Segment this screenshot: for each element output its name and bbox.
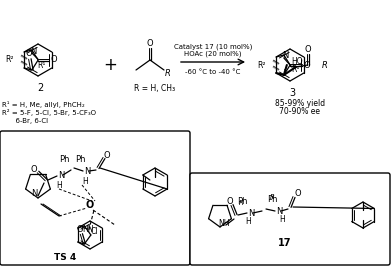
Text: O: O xyxy=(305,45,311,53)
Text: Ph: Ph xyxy=(237,197,247,206)
Text: N: N xyxy=(282,52,288,61)
Text: R: R xyxy=(270,194,274,200)
Text: R: R xyxy=(239,200,243,206)
Text: N: N xyxy=(58,171,64,179)
Text: R¹ = H, Me, allyl, PhCH₂: R¹ = H, Me, allyl, PhCH₂ xyxy=(2,101,85,108)
Text: R: R xyxy=(165,69,171,78)
Text: 17: 17 xyxy=(278,238,292,248)
Text: 85-99% yield: 85-99% yield xyxy=(275,99,325,108)
Text: Ph: Ph xyxy=(75,155,85,163)
Text: N: N xyxy=(84,167,90,175)
Text: TS 4: TS 4 xyxy=(54,253,76,261)
Text: 70-90% ee: 70-90% ee xyxy=(279,107,321,116)
Text: ·: · xyxy=(283,65,287,75)
Text: O: O xyxy=(51,56,58,65)
Text: 3: 3 xyxy=(289,88,295,98)
FancyBboxPatch shape xyxy=(0,131,190,265)
Text: ‖: ‖ xyxy=(272,65,280,71)
Text: N: N xyxy=(31,189,37,198)
Text: HN: HN xyxy=(83,225,94,234)
Text: O: O xyxy=(104,151,110,159)
Text: Catalyst 17 (10 mol%): Catalyst 17 (10 mol%) xyxy=(174,44,252,50)
Text: O: O xyxy=(227,197,233,206)
Text: 2: 2 xyxy=(37,83,43,93)
Text: O: O xyxy=(76,225,83,234)
FancyBboxPatch shape xyxy=(190,173,390,265)
Text: R¹: R¹ xyxy=(292,65,300,74)
Text: N: N xyxy=(248,209,254,218)
Text: O: O xyxy=(295,190,301,198)
Text: +: + xyxy=(103,56,117,74)
Text: O: O xyxy=(25,49,32,58)
Text: O: O xyxy=(304,61,310,69)
Text: Ph: Ph xyxy=(59,155,69,164)
Text: R = H, CH₃: R = H, CH₃ xyxy=(134,84,176,92)
Text: R²: R² xyxy=(5,56,14,65)
Text: R² = 5-F, 5-Cl, 5-Br, 5-CF₃O: R² = 5-F, 5-Cl, 5-Br, 5-CF₃O xyxy=(2,109,96,116)
Text: 6-Br, 6-Cl: 6-Br, 6-Cl xyxy=(2,118,48,124)
Text: H: H xyxy=(245,217,251,226)
Text: Ph: Ph xyxy=(267,194,277,203)
Text: O: O xyxy=(147,38,153,48)
Text: ‖: ‖ xyxy=(20,60,28,66)
Text: -60 °C to -40 °C: -60 °C to -40 °C xyxy=(185,69,241,75)
Text: R: R xyxy=(322,61,328,69)
Text: ‖: ‖ xyxy=(272,59,280,65)
Text: HOAc (20 mol%): HOAc (20 mol%) xyxy=(184,51,242,57)
Text: Cl: Cl xyxy=(90,226,98,235)
Text: N: N xyxy=(30,46,36,56)
Text: H: H xyxy=(279,214,285,223)
Text: HO: HO xyxy=(291,57,303,66)
Text: H: H xyxy=(82,178,88,187)
Text: ‖: ‖ xyxy=(20,54,28,60)
Text: H: H xyxy=(56,182,62,190)
Text: R¹: R¹ xyxy=(38,61,46,69)
Text: N: N xyxy=(276,206,282,215)
Text: NH: NH xyxy=(218,218,230,227)
Text: O: O xyxy=(86,200,94,210)
Text: R²: R² xyxy=(258,61,266,69)
Text: O: O xyxy=(31,164,37,174)
